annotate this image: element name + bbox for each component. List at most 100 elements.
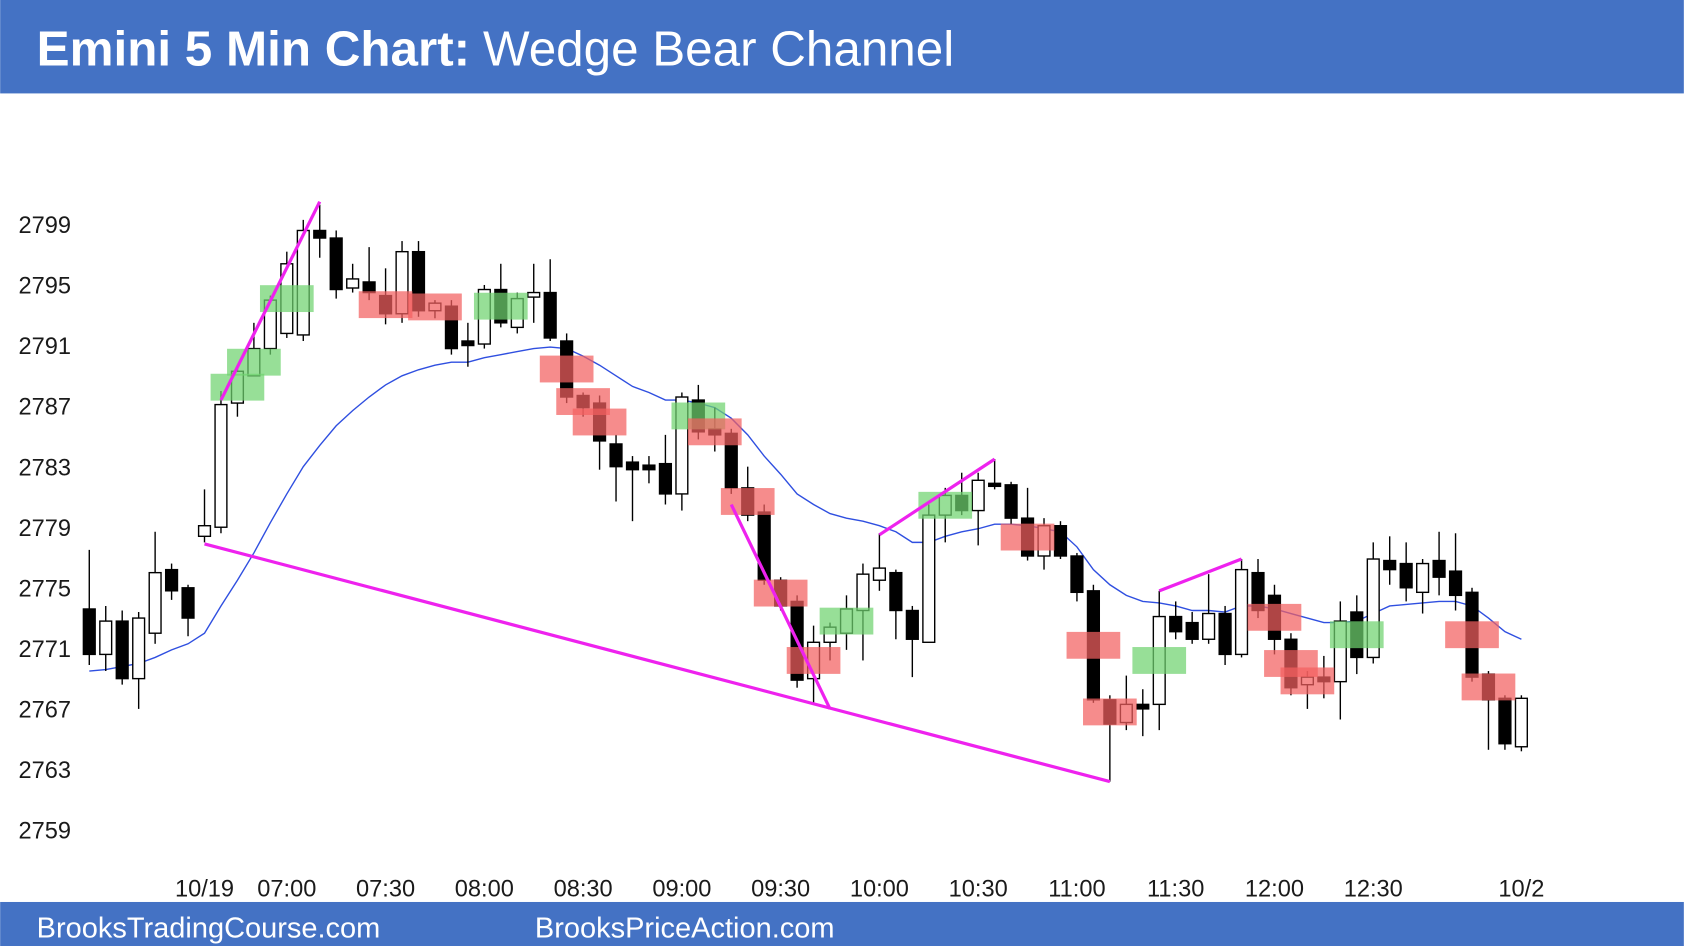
x-tick-label: 12:30 (1344, 877, 1403, 903)
signal-box (408, 293, 462, 321)
x-tick-label: 12:00 (1245, 877, 1304, 903)
chart-title: Emini 5 Min Chart: Wedge Bear Channel (37, 22, 955, 77)
y-tick-label: 2763 (18, 758, 71, 784)
candle-body (642, 464, 656, 471)
signal-box (1280, 667, 1335, 695)
candle-body (543, 291, 557, 339)
candle-body (1498, 697, 1512, 745)
candle-body (1333, 620, 1347, 683)
signal-box (1247, 603, 1302, 631)
signal-box (1461, 673, 1516, 701)
candle-body (1169, 615, 1183, 633)
signal-box (687, 418, 742, 446)
candle-body (1053, 525, 1068, 557)
title-bold: Emini 5 Min Chart: (37, 22, 470, 77)
candle-body (1432, 559, 1446, 578)
x-tick-label: 11:00 (1048, 877, 1105, 903)
signal-box (1000, 523, 1055, 551)
candle-body (988, 482, 1002, 488)
candle-body (115, 620, 129, 680)
candle-body (856, 573, 870, 612)
candle-body (889, 571, 903, 612)
candle-body (164, 568, 179, 592)
footer-bar (0, 901, 1684, 946)
candle-body (675, 396, 689, 495)
trend-line (204, 542, 1111, 784)
trend-line (878, 457, 996, 537)
candle-body (197, 525, 212, 538)
y-tick-label: 2771 (18, 637, 71, 663)
x-tick-label: 08:00 (455, 877, 514, 903)
candle-body (658, 462, 673, 495)
signal-box (1329, 621, 1384, 649)
signal-box (539, 355, 594, 383)
candle-body (1383, 559, 1397, 571)
candle-body (922, 514, 936, 643)
y-tick-label: 2795 (18, 274, 71, 300)
candle-body (609, 443, 623, 468)
signal-box (572, 408, 627, 436)
signal-box (1066, 631, 1121, 659)
x-tick-label: 10:30 (949, 877, 1008, 903)
x-tick-label: 10/2 (1498, 877, 1544, 903)
candle-body (1399, 562, 1413, 589)
y-tick-label: 2759 (18, 819, 71, 845)
x-tick-label: 07:30 (356, 877, 415, 903)
signal-box (720, 488, 775, 515)
candle-body (296, 229, 310, 336)
trend-line (729, 503, 832, 710)
signal-box (1445, 621, 1499, 649)
plot-area: 10/19 07:00 07:30 08:00 08:30 09:00 09:30 10:00… (82, 200, 1544, 903)
candle-body (148, 571, 162, 634)
footer-link: BrooksPriceAction.com (535, 912, 835, 944)
candle-body (132, 617, 146, 680)
candle-body (1218, 612, 1232, 656)
signal-box (786, 647, 841, 674)
signal-box (358, 291, 413, 319)
footer-link: BrooksTradingCourse.com (37, 912, 381, 944)
subtitle: Wedge Bear Channel (483, 22, 954, 77)
candle-body (1070, 555, 1084, 594)
candle-body (1366, 558, 1380, 659)
signal-box (819, 607, 874, 635)
candle-body (1416, 562, 1430, 594)
signal-box (1132, 647, 1187, 674)
candle-body (313, 229, 327, 239)
candle-body (1514, 697, 1528, 748)
y-tick-label: 2779 (18, 516, 71, 542)
y-tick-label: 2775 (18, 576, 71, 602)
signal-box (1083, 698, 1137, 726)
x-tick-label: 08:30 (554, 877, 613, 903)
header-bar (0, 0, 1684, 94)
signal-box (753, 579, 808, 607)
x-tick-label: 10:00 (850, 877, 909, 903)
candle-body (625, 461, 640, 471)
y-tick-label: 2799 (18, 213, 71, 239)
candle-body (82, 608, 96, 656)
ema-line (89, 346, 1522, 672)
candle-body (1185, 621, 1199, 640)
candle-body (905, 609, 919, 640)
y-tick-label: 2783 (18, 455, 71, 481)
candle-body (1136, 703, 1150, 710)
candle-body (181, 587, 195, 619)
candle-body (1448, 570, 1463, 597)
x-tick-label: 11:30 (1147, 877, 1204, 903)
x-tick-label: 10/19 (175, 877, 234, 903)
signal-box (259, 285, 314, 313)
trend-line (1158, 557, 1243, 593)
signal-box (473, 292, 528, 320)
candle-body (527, 291, 541, 298)
y-tick-label: 2787 (18, 395, 71, 421)
candle-body (99, 620, 113, 656)
y-tick-label: 2767 (18, 697, 71, 723)
candle-body (362, 281, 376, 294)
candle-body (872, 567, 887, 581)
x-tick-label: 09:00 (652, 877, 711, 903)
y-tick-label: 2791 (18, 334, 71, 360)
x-tick-label: 07:00 (257, 877, 316, 903)
candle-body (1004, 484, 1018, 519)
candle-body (971, 479, 985, 512)
